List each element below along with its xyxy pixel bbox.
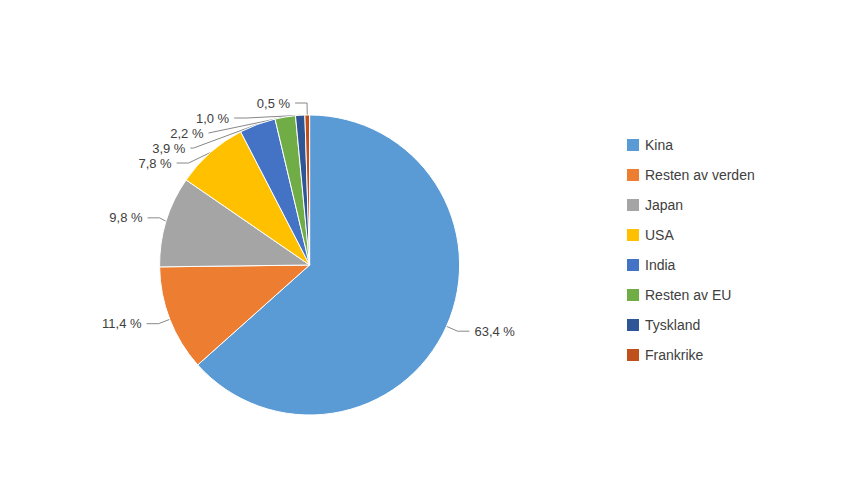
svg-text:Resten av verden: Resten av verden bbox=[645, 167, 755, 183]
svg-text:India: India bbox=[645, 257, 676, 273]
svg-text:63,4 %: 63,4 % bbox=[474, 324, 515, 339]
svg-text:Tyskland: Tyskland bbox=[645, 317, 700, 333]
svg-text:2,2 %: 2,2 % bbox=[170, 126, 204, 141]
svg-text:0,5 %: 0,5 % bbox=[257, 96, 291, 111]
svg-text:7,8 %: 7,8 % bbox=[138, 156, 172, 171]
svg-text:Frankrike: Frankrike bbox=[645, 347, 704, 363]
svg-text:3,9 %: 3,9 % bbox=[152, 141, 186, 156]
svg-text:11,4 %: 11,4 % bbox=[102, 316, 142, 331]
svg-text:USA: USA bbox=[645, 227, 674, 243]
svg-text:Resten av EU: Resten av EU bbox=[645, 287, 731, 303]
svg-text:9,8 %: 9,8 % bbox=[109, 210, 143, 225]
svg-text:1,0 %: 1,0 % bbox=[196, 111, 230, 126]
svg-text:Kina: Kina bbox=[645, 137, 673, 153]
svg-text:Japan: Japan bbox=[645, 197, 683, 213]
